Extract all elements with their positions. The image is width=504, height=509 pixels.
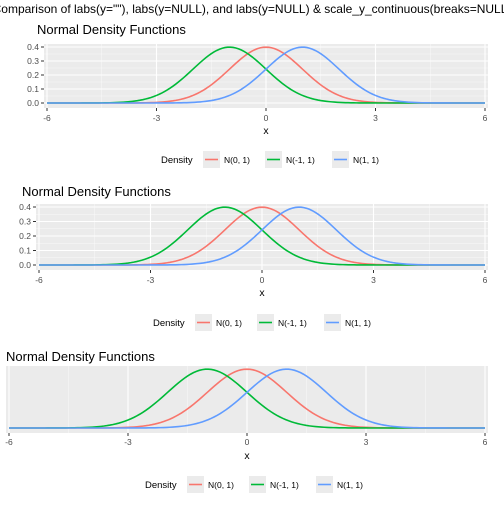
legend-label: N(0, 1)	[216, 318, 242, 328]
legend-title: Density	[161, 155, 193, 166]
x-axis-label: x	[263, 125, 269, 137]
series-line-2	[47, 46, 485, 104]
y-tick-label: 0.1	[27, 84, 39, 94]
chart-title: Normal Density Functions	[37, 22, 186, 37]
legend-label: N(-1, 1)	[270, 480, 299, 490]
page-title: Comparison of labs(y=""), labs(y=NULL), …	[0, 2, 504, 16]
x-tick-label: -6	[5, 437, 13, 447]
legend: Density N(0, 1) N(-1, 1) N(1, 1)	[161, 151, 379, 168]
x-axis-label: x	[244, 450, 250, 462]
legend-label: N(1, 1)	[337, 480, 363, 490]
y-tick-label: 0.2	[19, 231, 31, 241]
y-tick-label: 0.3	[19, 217, 31, 227]
y-tick-label: 0.4	[27, 42, 39, 52]
y-tick-label: 0.1	[19, 246, 31, 256]
x-tick-label: -6	[35, 275, 43, 285]
x-tick-label: 0	[245, 437, 250, 447]
x-tick-label: 0	[260, 275, 265, 285]
x-axis-label: x	[259, 287, 265, 299]
x-tick-label: 6	[483, 275, 488, 285]
y-tick-label: 0.4	[19, 202, 31, 212]
x-tick-label: -3	[153, 113, 161, 123]
legend-label: N(1, 1)	[345, 318, 371, 328]
legend-label: N(-1, 1)	[286, 155, 315, 165]
chart-2: Normal Density Functions -6 -3 0 3 6 0.0 0.1 0.2…	[19, 184, 488, 331]
x-tick-label: 3	[371, 275, 376, 285]
chart-1: Normal Density Functions -6 -3 0 3 6 0.0 0.1 0.2…	[27, 22, 488, 168]
x-tick-label: 6	[483, 113, 488, 123]
x-tick-label: 6	[483, 437, 488, 447]
chart-3: Normal Density Functions -6 -3 0 3 6 x Density N…	[5, 349, 488, 493]
x-tick-label: -3	[147, 275, 155, 285]
y-tick-label: 0.0	[27, 98, 39, 108]
legend: Density N(0, 1) N(-1, 1) N(1, 1)	[145, 476, 363, 493]
y-tick-label: 0.3	[27, 56, 39, 66]
x-tick-label: 3	[364, 437, 369, 447]
series-line-2	[39, 206, 485, 266]
x-tick-label: 3	[373, 113, 378, 123]
y-tick-label: 0.0	[19, 260, 31, 270]
legend-label: N(0, 1)	[208, 480, 234, 490]
legend-title: Density	[145, 480, 177, 491]
legend-label: N(1, 1)	[353, 155, 379, 165]
legend: Density N(0, 1) N(-1, 1) N(1, 1)	[153, 314, 371, 331]
x-tick-label: -6	[43, 113, 51, 123]
series-line-2	[9, 368, 485, 429]
x-tick-label: -3	[124, 437, 132, 447]
x-tick-label: 0	[264, 113, 269, 123]
legend-label: N(-1, 1)	[278, 318, 307, 328]
legend-title: Density	[153, 318, 185, 329]
chart-title: Normal Density Functions	[22, 184, 171, 199]
chart-title: Normal Density Functions	[6, 349, 155, 364]
y-tick-label: 0.2	[27, 70, 39, 80]
legend-label: N(0, 1)	[224, 155, 250, 165]
